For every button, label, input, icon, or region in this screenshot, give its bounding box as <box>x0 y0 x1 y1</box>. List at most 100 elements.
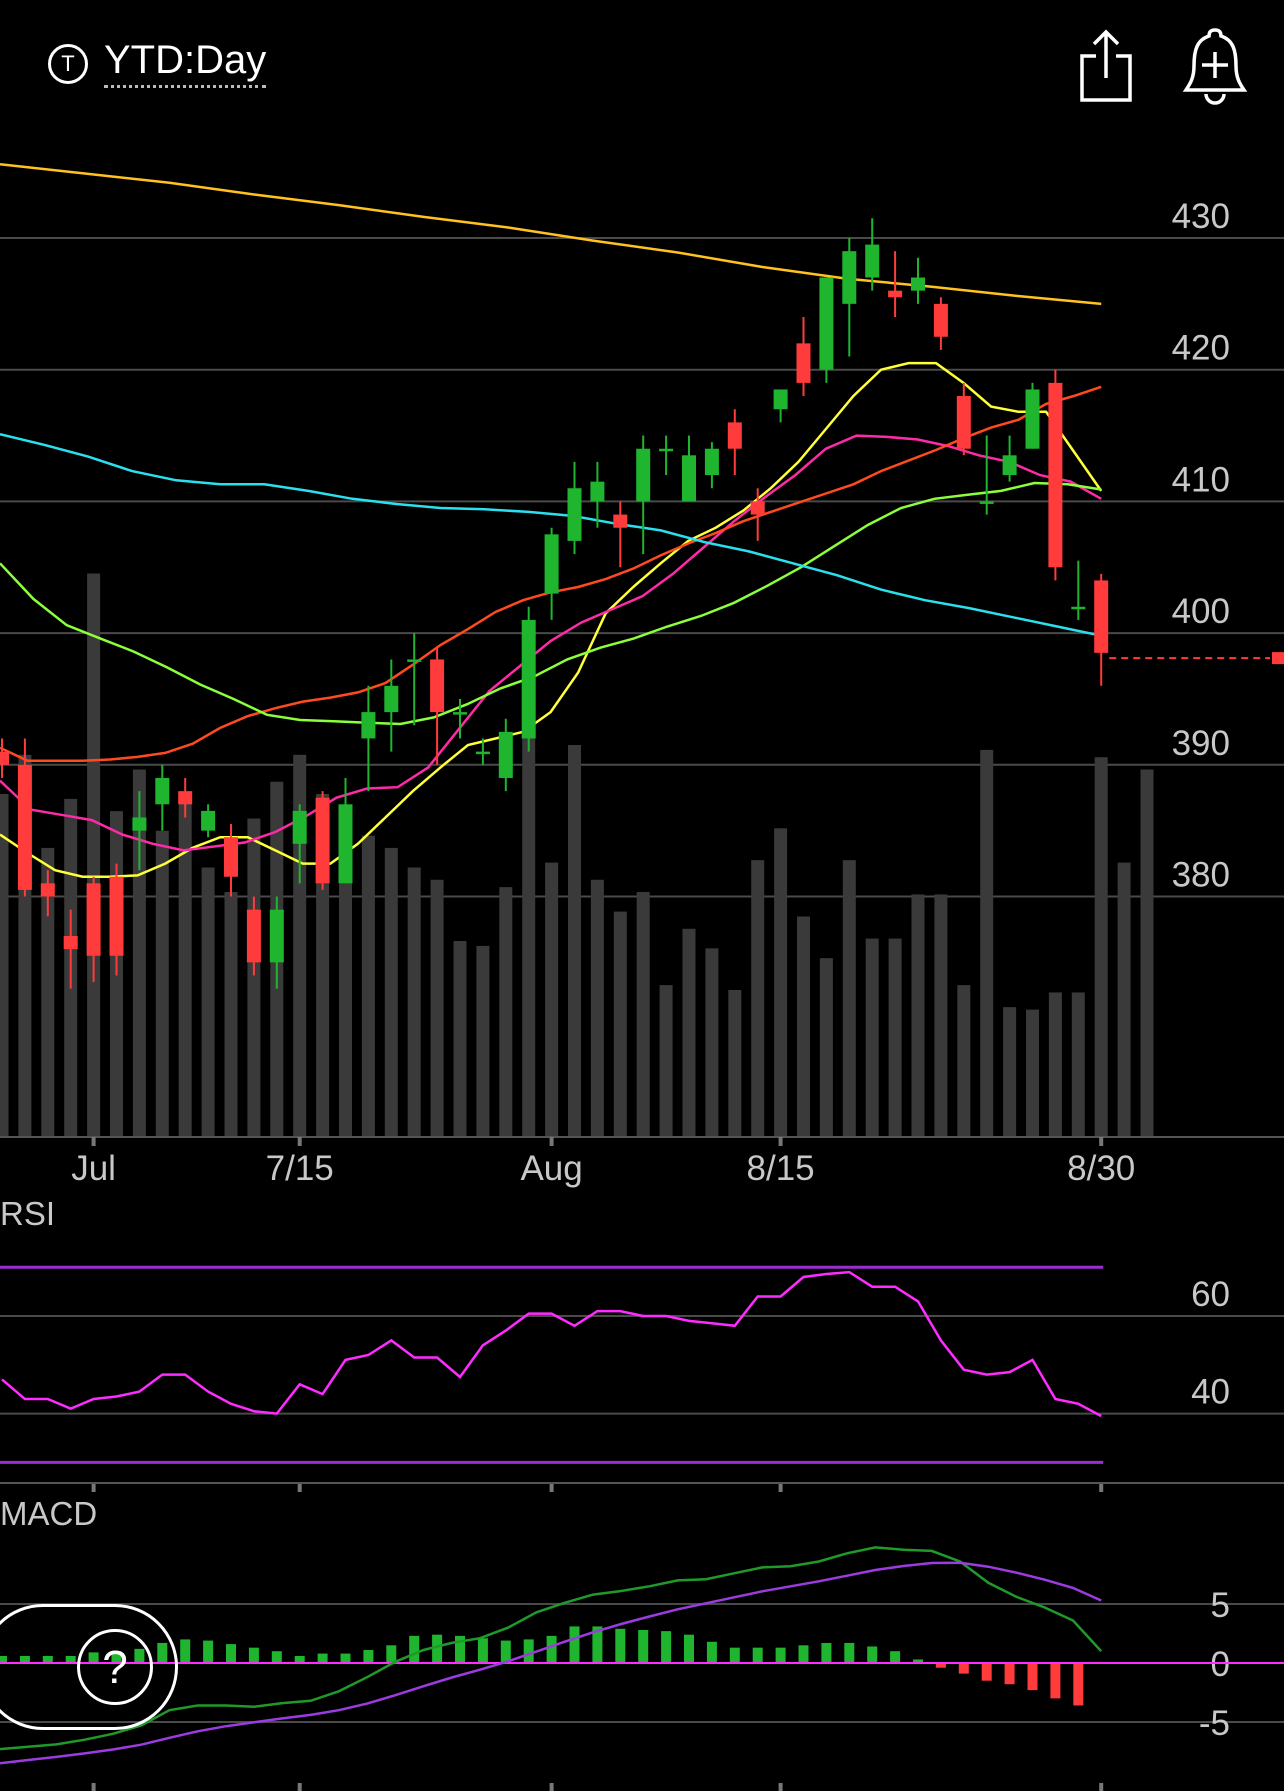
help-button[interactable]: ? <box>0 1604 178 1730</box>
macd-histogram-bar <box>592 1626 603 1663</box>
volume-bar <box>1117 862 1131 1137</box>
candlestick <box>132 791 147 871</box>
candle-body <box>453 712 467 715</box>
macd-histogram-bar <box>294 1655 305 1663</box>
price-tick-label: 410 <box>1172 460 1230 499</box>
macd-histogram-bar <box>569 1626 580 1663</box>
volume-bar <box>247 818 261 1137</box>
macd-histogram-bar <box>775 1647 786 1663</box>
macd-histogram-bar <box>455 1635 465 1663</box>
candle-body <box>17 764 32 890</box>
candle-body <box>888 290 903 298</box>
volume-bar <box>1094 757 1108 1137</box>
volume-bar <box>957 985 971 1137</box>
volume-bar <box>751 860 765 1137</box>
macd-histogram-bar <box>890 1651 901 1663</box>
volume-bar <box>636 892 650 1137</box>
share-icon[interactable] <box>1078 28 1134 104</box>
macd-histogram-bar <box>180 1639 191 1663</box>
macd-histogram-bar <box>546 1635 557 1663</box>
candle-body <box>475 751 490 755</box>
volume-bar <box>384 847 398 1137</box>
candlestick <box>613 501 628 568</box>
macd-histogram-bar <box>340 1653 351 1663</box>
macd-histogram-bar <box>981 1663 992 1681</box>
rsi-tick-label: 60 <box>1191 1275 1230 1314</box>
candlestick <box>842 238 857 357</box>
moving-average-line <box>0 162 1102 306</box>
macd-histogram-bar <box>867 1646 878 1663</box>
candlestick <box>956 382 971 456</box>
volume-bar <box>842 860 856 1137</box>
moving-average-line <box>0 481 1102 726</box>
candle-body <box>86 883 101 956</box>
volume-bar <box>911 894 925 1137</box>
macd-histogram-bar <box>500 1640 511 1663</box>
candlestick <box>865 218 880 291</box>
candle-body <box>155 777 170 805</box>
candlestick <box>498 718 513 792</box>
period-icon[interactable]: T <box>48 44 88 84</box>
macd-histogram-bar <box>706 1641 717 1663</box>
volume-bar <box>293 754 307 1137</box>
moving-average-line <box>0 361 1103 878</box>
candlestick <box>109 863 124 976</box>
candle-body <box>338 804 353 884</box>
candlestick <box>86 876 101 983</box>
candlestick <box>361 685 376 792</box>
volume-bar <box>499 887 513 1137</box>
candle-body <box>0 751 9 765</box>
volume-bar <box>453 941 467 1137</box>
candlestick <box>636 435 651 555</box>
volume-bar <box>1071 992 1085 1137</box>
x-axis-label: Jul <box>71 1149 116 1188</box>
macd-histogram-bar <box>1004 1663 1015 1685</box>
candle-body <box>384 685 399 713</box>
volume-bar <box>201 867 215 1137</box>
candle-body <box>956 396 971 449</box>
volume-bar <box>476 945 490 1137</box>
period-selector[interactable]: YTD:Day <box>104 38 267 88</box>
candle-body <box>63 936 78 950</box>
volume-bar <box>430 879 444 1137</box>
candlestick <box>933 297 948 350</box>
candlestick <box>750 488 765 541</box>
volume-bar <box>0 794 9 1137</box>
volume-bar <box>1026 1009 1039 1137</box>
candle-body <box>1094 580 1109 653</box>
macd-tick-label: 5 <box>1211 1586 1230 1625</box>
candlestick <box>682 435 696 502</box>
macd-histogram-bar <box>615 1628 626 1663</box>
candle-body <box>361 712 376 739</box>
macd-histogram-bar <box>1073 1663 1084 1706</box>
volume-bar <box>568 745 581 1137</box>
candlestick <box>773 389 788 423</box>
candlestick <box>292 804 307 884</box>
volume-bar <box>132 769 146 1137</box>
volume-bar <box>728 990 742 1137</box>
macd-histogram-bar <box>477 1638 488 1663</box>
volume-bar <box>774 828 788 1137</box>
candlestick <box>1002 435 1017 482</box>
candlestick <box>269 896 284 989</box>
candle-body <box>178 791 193 805</box>
candle-body <box>1048 382 1063 568</box>
candlestick <box>704 442 719 489</box>
candle-body <box>796 343 811 383</box>
volume-bar <box>705 948 719 1137</box>
add-alert-bell-icon[interactable] <box>1182 26 1248 106</box>
macd-histogram-bar <box>409 1635 420 1663</box>
volume-bar <box>865 938 879 1137</box>
volume-bar <box>155 830 169 1137</box>
volume-bar <box>522 732 536 1137</box>
candle-body <box>979 501 994 504</box>
volume-bar <box>41 847 55 1137</box>
candle-body <box>842 251 857 304</box>
candle-body <box>727 422 742 449</box>
candle-body <box>246 909 261 963</box>
volume-bar <box>980 749 994 1137</box>
candle-body <box>819 277 834 370</box>
price-tick-label: 420 <box>1172 329 1230 368</box>
candlestick <box>888 251 903 318</box>
